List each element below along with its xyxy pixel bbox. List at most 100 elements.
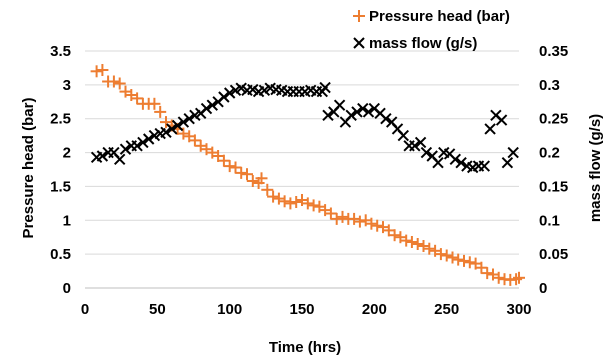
series-layer <box>90 64 525 286</box>
legend-entry-mass-flow: mass flow (g/s) <box>353 35 477 52</box>
data-point <box>484 123 496 135</box>
data-point <box>322 109 334 122</box>
data-point <box>142 133 155 145</box>
data-point <box>388 229 401 242</box>
data-point <box>177 127 190 140</box>
data-point <box>307 199 320 212</box>
left-y-tick-label: 1 <box>63 212 71 229</box>
x-tick-label: 100 <box>217 301 242 318</box>
data-point <box>160 126 172 139</box>
legend-label-pressure-head: Pressure head (bar) <box>369 8 510 25</box>
data-point <box>440 249 453 262</box>
data-point <box>241 168 253 181</box>
data-point <box>223 160 236 173</box>
right-y-tick-label: 0.2 <box>539 145 560 162</box>
data-point <box>284 197 297 210</box>
data-point <box>301 197 314 210</box>
x-tick-label: 0 <box>81 301 89 318</box>
data-point <box>131 140 143 152</box>
data-point <box>330 212 343 225</box>
right-y-tick-label: 0.1 <box>539 212 560 229</box>
left-y-tick-label: 0.5 <box>50 246 71 263</box>
data-point <box>333 99 346 111</box>
legend-marker-plus <box>353 10 365 22</box>
right-y-tick-label: 0.15 <box>539 178 568 195</box>
data-point <box>171 119 184 132</box>
data-point <box>449 153 462 166</box>
data-point <box>188 134 201 147</box>
data-point <box>290 196 303 208</box>
left-y-tick-label: 2 <box>63 145 71 162</box>
data-point <box>217 154 230 167</box>
data-point <box>507 146 519 159</box>
right-y-tick-label: 0.05 <box>539 246 568 263</box>
data-point <box>455 156 467 169</box>
data-point <box>420 146 433 159</box>
x-tick-label: 250 <box>434 301 459 318</box>
data-point <box>432 156 444 169</box>
grid-lines <box>85 50 519 289</box>
left-y-axis-ticks: 0 0.5 1 1.5 2 2.5 3 3.5 <box>50 43 71 297</box>
data-point <box>414 136 427 149</box>
left-y-axis-title: Pressure head (bar) <box>20 98 37 239</box>
data-point <box>452 253 465 266</box>
data-point <box>200 102 213 115</box>
data-point <box>261 183 274 196</box>
data-point <box>345 109 357 122</box>
data-point <box>324 207 337 220</box>
data-point <box>107 75 120 88</box>
right-y-axis-title: mass flow (g/s) <box>587 114 604 222</box>
data-point <box>365 217 378 230</box>
data-point <box>495 114 508 126</box>
data-point <box>148 97 161 110</box>
right-y-tick-label: 0.35 <box>539 43 568 60</box>
data-point <box>90 65 103 78</box>
data-point <box>417 240 430 252</box>
data-point <box>405 236 418 248</box>
x-tick-label: 300 <box>506 301 531 318</box>
right-y-tick-label: 0.25 <box>539 111 568 128</box>
data-point <box>255 172 268 185</box>
data-point <box>113 153 126 166</box>
left-y-tick-label: 2.5 <box>50 111 71 128</box>
legend: Pressure head (bar) mass flow (g/s) <box>353 8 510 52</box>
data-point <box>348 212 361 225</box>
data-point <box>458 254 470 267</box>
data-point <box>357 102 369 115</box>
data-point <box>183 112 195 125</box>
data-point <box>380 112 392 125</box>
series-pressure-head <box>90 64 525 286</box>
legend-label-mass-flow: mass flow (g/s) <box>369 35 477 52</box>
data-point <box>96 150 109 162</box>
data-point <box>177 116 190 128</box>
x-tick-label: 50 <box>149 301 166 318</box>
data-point <box>501 156 514 169</box>
right-y-tick-label: 0.3 <box>539 77 560 94</box>
data-point <box>362 106 375 118</box>
data-point <box>463 256 476 269</box>
x-axis-ticks: 0 50 100 150 200 250 300 <box>81 301 532 318</box>
data-point <box>397 129 410 142</box>
legend-marker-cross <box>353 37 365 49</box>
data-point <box>423 242 436 255</box>
data-point <box>154 105 167 118</box>
x-axis-title: Time (hrs) <box>269 339 341 356</box>
data-point <box>229 161 242 174</box>
data-point <box>411 238 424 250</box>
data-point <box>336 210 349 223</box>
data-point <box>96 64 109 76</box>
right-y-axis-ticks: 0 0.05 0.1 0.15 0.2 0.25 0.3 0.35 <box>539 43 568 297</box>
data-point <box>131 92 144 105</box>
data-point <box>400 234 413 247</box>
data-point <box>513 271 525 284</box>
data-point <box>478 160 491 172</box>
data-point <box>119 143 132 155</box>
data-point <box>434 248 447 261</box>
legend-entry-pressure-head: Pressure head (bar) <box>353 8 510 25</box>
data-point <box>272 192 285 205</box>
right-y-tick-label: 0 <box>539 280 547 297</box>
data-point <box>481 267 494 280</box>
data-point <box>492 271 505 284</box>
data-point <box>510 273 523 286</box>
